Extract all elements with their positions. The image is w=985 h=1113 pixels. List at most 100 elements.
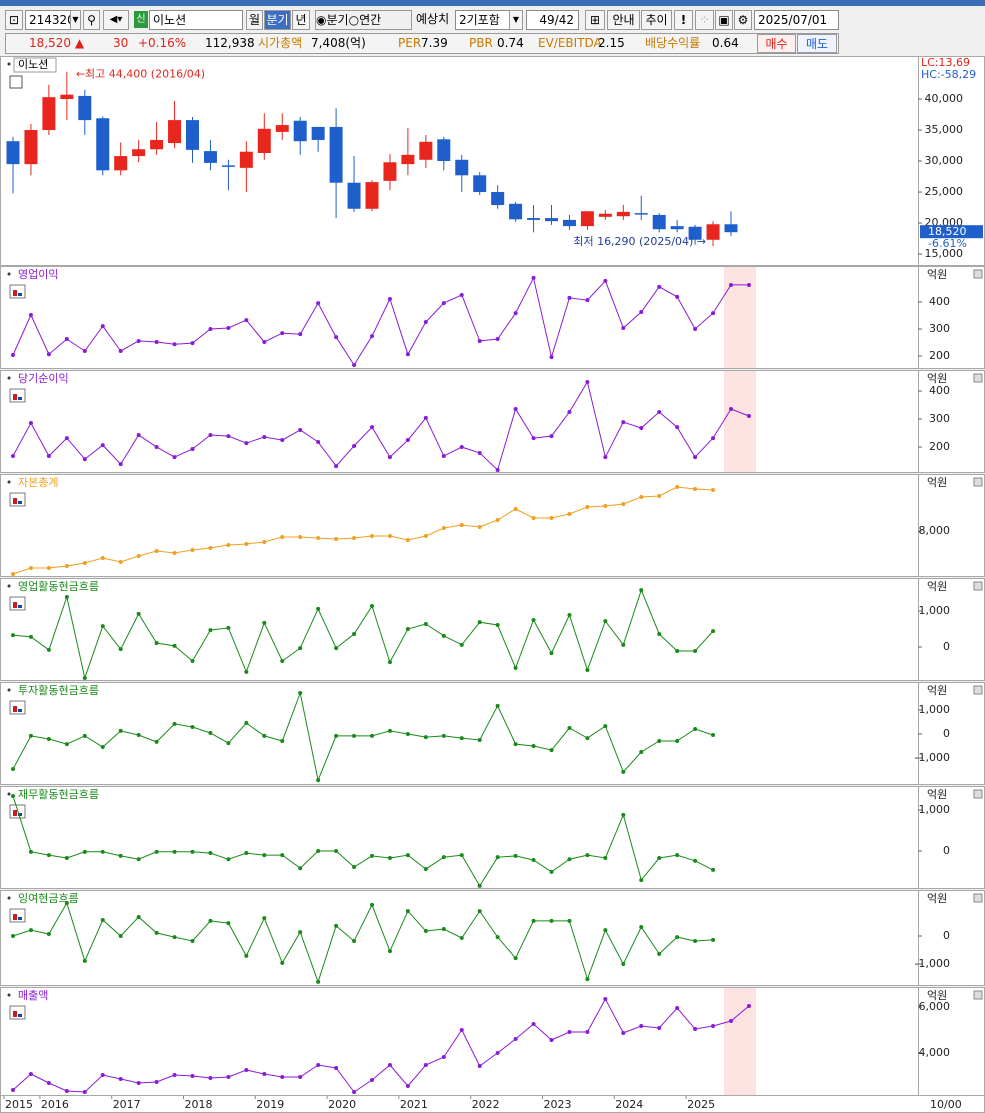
buy-button[interactable]: 매수 — [757, 34, 796, 53]
point — [459, 523, 464, 527]
point — [334, 1066, 339, 1070]
point — [693, 858, 698, 863]
point — [154, 549, 159, 553]
point — [639, 1024, 644, 1029]
estimate-dropdown[interactable]: ▼ — [509, 10, 523, 30]
tool-button[interactable]: ⁘ — [695, 10, 714, 30]
point — [64, 855, 69, 860]
point — [639, 426, 644, 431]
point — [603, 997, 608, 1002]
point — [352, 536, 357, 540]
point — [190, 725, 195, 730]
point — [298, 535, 303, 539]
point — [64, 436, 69, 441]
point — [11, 572, 15, 576]
y-tick-label: 200 — [929, 440, 950, 453]
point — [477, 620, 482, 625]
point — [226, 434, 231, 439]
code-dropdown[interactable]: ▼ — [70, 10, 81, 30]
radio-on[interactable]: ◉ — [316, 13, 327, 27]
point — [298, 646, 303, 651]
point — [513, 956, 518, 961]
point — [370, 534, 374, 538]
point — [405, 438, 410, 443]
point — [154, 340, 159, 345]
field-value: 0.74 — [497, 36, 524, 50]
candle-body — [706, 224, 720, 240]
point — [136, 338, 141, 343]
point — [675, 425, 680, 430]
point — [423, 415, 428, 420]
radio-off[interactable]: ○ — [348, 13, 360, 27]
point — [208, 1076, 213, 1081]
point — [585, 505, 590, 509]
period-button[interactable]: 년 — [292, 10, 310, 30]
point — [621, 769, 626, 774]
point — [352, 1090, 357, 1095]
trend-button[interactable]: 추이 — [641, 10, 672, 30]
panel-icon — [9, 596, 26, 611]
candle-body — [383, 162, 397, 181]
stock-name[interactable]: 이노션 — [149, 10, 243, 30]
panel-icon-bar — [13, 914, 17, 920]
settings-button[interactable]: ⚙ — [734, 10, 752, 30]
panel-icon-bar — [18, 709, 22, 712]
guide-button[interactable]: 안내 — [607, 10, 640, 30]
point — [334, 464, 339, 469]
last-price: 18,520 — [928, 225, 967, 238]
point — [405, 538, 410, 542]
point — [657, 738, 662, 743]
point — [100, 556, 105, 560]
period-button[interactable]: 월 — [246, 10, 263, 30]
period-button[interactable]: 분기 — [264, 10, 291, 30]
point — [28, 928, 33, 933]
point — [693, 455, 698, 460]
point — [621, 642, 626, 647]
panel — [0, 578, 919, 681]
point — [477, 525, 482, 529]
point — [441, 526, 446, 530]
point — [172, 935, 177, 940]
point — [459, 642, 464, 647]
estimate-select[interactable]: 2기포함 — [455, 10, 511, 30]
point — [316, 1063, 321, 1068]
title-box — [13, 57, 57, 73]
panel-icon-bar — [13, 602, 17, 608]
panel-dot — [7, 792, 11, 796]
point — [190, 849, 195, 854]
panel-icon — [9, 1005, 26, 1020]
y-tick-label: 15,000 — [925, 247, 964, 260]
point — [46, 647, 51, 652]
point — [316, 606, 321, 611]
point — [567, 1030, 572, 1035]
panel-title: 재무활동현금흐름 — [18, 787, 99, 801]
point — [316, 849, 321, 854]
point — [118, 934, 123, 939]
close-box — [973, 990, 983, 1000]
save-button[interactable]: ▣ — [715, 10, 733, 30]
code-input[interactable]: 214320 — [25, 10, 75, 30]
panel-icon-bar — [13, 810, 17, 816]
estimate-shade — [724, 371, 756, 472]
point — [603, 855, 608, 860]
panel-dot — [7, 584, 11, 588]
point — [693, 327, 698, 332]
point — [459, 1028, 464, 1033]
point — [387, 455, 392, 460]
point — [387, 1063, 392, 1068]
zoom-button[interactable]: ⊞ — [585, 10, 605, 30]
x-tick-label: 2024 — [615, 1098, 643, 1111]
point — [316, 301, 321, 306]
panel-title: 영업활동현금흐름 — [18, 579, 99, 593]
sell-button[interactable]: 매도 — [797, 34, 837, 53]
alert-button[interactable]: ! — [674, 10, 693, 30]
point — [100, 744, 105, 749]
search-button[interactable]: ⚲ — [83, 10, 100, 30]
point — [46, 737, 51, 742]
menu-icon[interactable]: ⊡ — [5, 10, 23, 30]
point — [693, 487, 698, 491]
sound-button[interactable]: ◀▾ — [103, 10, 129, 30]
y-tick-label: 1,000 — [919, 703, 951, 716]
date-input[interactable]: 2025/07/01 — [754, 10, 839, 30]
point — [172, 721, 177, 726]
